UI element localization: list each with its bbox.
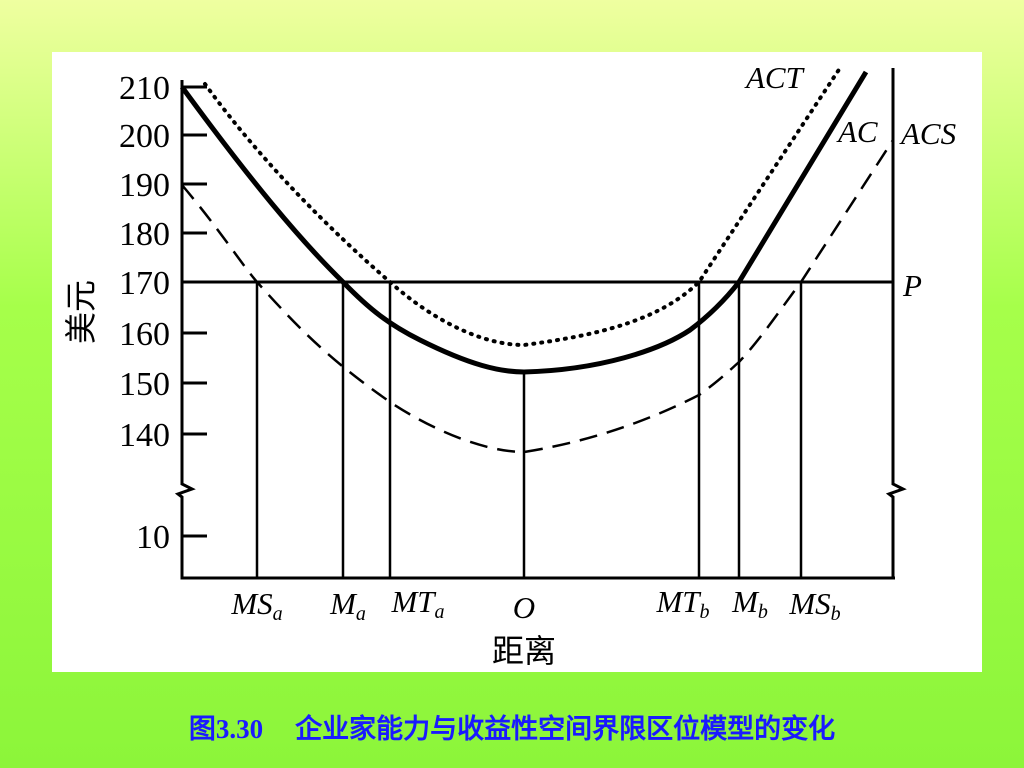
y-tick-label: 200: [119, 118, 170, 155]
x-point-label: Mb: [731, 584, 768, 623]
drop-lines: [255, 282, 803, 578]
y-tick-label: 210: [119, 70, 170, 107]
x-point-label: O: [513, 590, 535, 625]
curve-labels: ACT AC ACS P: [744, 60, 956, 303]
y-axis-label: 美元: [63, 280, 99, 344]
x-point-labels: MSa Ma MTa O MTb Mb MSb: [230, 584, 840, 625]
y-tick-label: 160: [119, 316, 170, 353]
acs-curve: [181, 139, 895, 454]
y-tick-label: 190: [119, 167, 170, 204]
curve-label: ACT: [744, 60, 806, 95]
y-tick-label: 140: [119, 417, 170, 454]
curve-label: P: [902, 268, 922, 303]
curve-label: ACS: [899, 116, 956, 151]
x-point-label: MTa: [390, 584, 444, 623]
y-tick-labels: 210 200 190 180 170 160 150 140 10: [119, 70, 170, 556]
x-point-label: MSb: [788, 586, 840, 625]
curve-label: AC: [836, 114, 878, 149]
y-axis: [174, 80, 895, 580]
y-tick-label: 170: [119, 265, 170, 302]
x-axis-label: 距离: [492, 633, 556, 669]
y-tick-label: 150: [119, 366, 170, 403]
x-point-label: MTb: [655, 584, 709, 623]
axes: [174, 66, 907, 580]
right-axis: [885, 68, 907, 578]
y-tick-label: 10: [136, 519, 170, 556]
caption-number: 图3.30: [189, 714, 263, 744]
x-point-label: MSa: [230, 586, 282, 625]
ac-curve: [179, 70, 869, 375]
caption: 图3.30 企业家能力与收益性空间界限区位模型的变化: [189, 713, 835, 744]
figure-panel: [52, 52, 982, 672]
caption-title: 企业家能力与收益性空间界限区位模型的变化: [295, 713, 835, 744]
y-tick-label: 180: [119, 216, 170, 253]
x-point-label: Ma: [329, 586, 366, 625]
y-ticks: [182, 85, 207, 538]
